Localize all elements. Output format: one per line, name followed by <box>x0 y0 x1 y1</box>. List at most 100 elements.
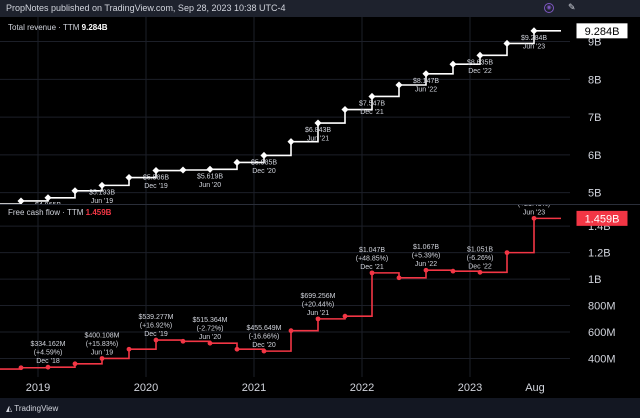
data-point <box>71 187 79 195</box>
data-point <box>449 60 457 68</box>
data-label: Dec '21 <box>360 109 384 116</box>
fcf-title: Free cash flow · TTM 1.459B <box>8 208 111 217</box>
data-point <box>206 165 214 173</box>
data-point <box>180 338 186 344</box>
data-point <box>504 250 510 256</box>
revenue-title-value: 9.284B <box>81 23 108 32</box>
data-point <box>288 328 294 334</box>
x-tick-label: Aug <box>525 382 545 394</box>
signal-icon[interactable]: ◉ <box>544 3 554 13</box>
data-point <box>530 27 538 35</box>
x-tick-label: 2023 <box>457 382 483 394</box>
fcf-pane[interactable]: 400M 600M 800M 1B 1.2B 1.4B $334.162M (+4.59%) D… <box>0 205 640 377</box>
last-value-badge <box>576 23 628 39</box>
x-tick-label: 2022 <box>349 382 375 394</box>
data-label: $334.162M <box>30 341 65 348</box>
data-point <box>98 181 106 189</box>
x-tick-label: 2021 <box>241 382 267 394</box>
data-label: (+16.92%) <box>140 323 173 330</box>
fcf-title-label: Free cash flow · TTM <box>8 208 84 217</box>
data-point <box>531 215 537 221</box>
tradingview-logo[interactable]: ◭ TradingView <box>6 404 58 413</box>
footer-bar: ◭ TradingView <box>0 398 640 418</box>
data-label: Dec '22 <box>468 263 492 270</box>
data-point <box>261 348 267 354</box>
data-label: Jun '20 <box>199 334 221 341</box>
data-point <box>18 365 24 371</box>
y-tick-label: 1B <box>588 274 601 286</box>
data-label: $5.586B <box>143 175 169 182</box>
data-label: Dec '19 <box>144 183 168 190</box>
series-line <box>0 217 561 370</box>
data-point <box>369 270 375 276</box>
data-label: $455.649M <box>246 325 281 332</box>
data-point <box>396 275 402 281</box>
data-point <box>503 39 511 47</box>
data-label: (-6.26%) <box>467 255 494 262</box>
y-tick-label: 400M <box>588 353 616 365</box>
data-label: $5.619B <box>197 173 223 180</box>
data-point <box>17 197 25 204</box>
data-label: Dec '20 <box>252 168 276 175</box>
data-point <box>314 119 322 127</box>
y-tick-label: 8B <box>588 74 601 86</box>
data-label: Jun '23 <box>523 209 545 216</box>
data-point <box>260 151 268 159</box>
data-label: Jun '21 <box>307 136 329 143</box>
data-point <box>152 166 160 175</box>
publisher-text: PropNotes published on TradingView.com, … <box>6 3 286 13</box>
fcf-chart[interactable]: 400M600M800M1B1.2B1.4B$334.162M(+4.59%)D… <box>0 205 640 377</box>
data-label: $5.193B <box>89 189 115 196</box>
revenue-title-label: Total revenue · TTM <box>8 23 80 32</box>
data-label: $8.635B <box>467 59 493 66</box>
data-point <box>99 356 105 361</box>
data-point <box>476 51 484 59</box>
data-label: $400.108M <box>84 332 119 339</box>
data-point <box>477 269 483 275</box>
x-tick-label: 2019 <box>25 382 51 394</box>
data-label: $515.364M <box>192 317 227 324</box>
fcf-title-value: 1.459B <box>85 208 112 217</box>
data-label: Jun '22 <box>415 261 437 268</box>
data-label: (+4.59%) <box>34 350 63 357</box>
data-label: (+48.85%) <box>356 255 389 262</box>
x-tick-label: 2020 <box>133 382 159 394</box>
data-label: Jun '21 <box>307 310 329 317</box>
last-value-label: 1.459B <box>585 213 620 225</box>
data-label: $1.067B <box>413 244 439 251</box>
data-label: Dec '19 <box>144 331 168 338</box>
y-tick-label: 6B <box>588 150 601 162</box>
data-point <box>153 337 159 343</box>
data-point <box>233 158 241 166</box>
data-label: Dec '21 <box>360 264 384 271</box>
data-point <box>423 267 429 273</box>
data-label: (-2.72%) <box>197 326 224 333</box>
data-point <box>368 92 376 100</box>
data-point <box>207 340 213 346</box>
data-label: Jun '19 <box>91 349 113 356</box>
data-label: (+21.45%) <box>518 205 551 208</box>
y-tick-label: 9B <box>588 37 601 49</box>
revenue-title: Total revenue · TTM 9.284B <box>8 23 107 32</box>
y-tick-label: 600M <box>588 327 616 339</box>
pane-divider[interactable] <box>0 204 640 205</box>
data-point <box>72 361 78 367</box>
data-point <box>422 70 430 78</box>
data-label: $1.051B <box>467 246 493 253</box>
edit-icon[interactable]: ✎ <box>568 2 576 12</box>
y-tick-label: 7B <box>588 112 601 124</box>
data-point <box>315 316 321 322</box>
data-label: Jun '19 <box>91 198 113 204</box>
data-point <box>179 166 187 174</box>
data-point <box>395 81 403 89</box>
data-point <box>44 194 52 202</box>
data-label: (-16.66%) <box>249 334 280 341</box>
tradingview-icon: ◭ <box>6 404 13 413</box>
tradingview-brand: TradingView <box>14 404 59 413</box>
time-axis[interactable]: 2019 2020 2021 2022 2023 Aug <box>0 378 640 398</box>
data-label: $1.047B <box>359 247 385 254</box>
data-point <box>450 268 456 274</box>
